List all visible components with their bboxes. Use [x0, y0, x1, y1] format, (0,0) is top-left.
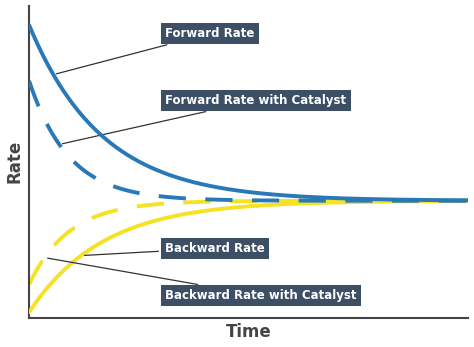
Text: Forward Rate with Catalyst: Forward Rate with Catalyst — [63, 94, 346, 144]
Text: Backward Rate with Catalyst: Backward Rate with Catalyst — [48, 258, 357, 302]
X-axis label: Time: Time — [226, 323, 272, 341]
Text: Forward Rate: Forward Rate — [56, 27, 255, 74]
Text: Backward Rate: Backward Rate — [84, 242, 265, 255]
Y-axis label: Rate: Rate — [6, 140, 24, 183]
